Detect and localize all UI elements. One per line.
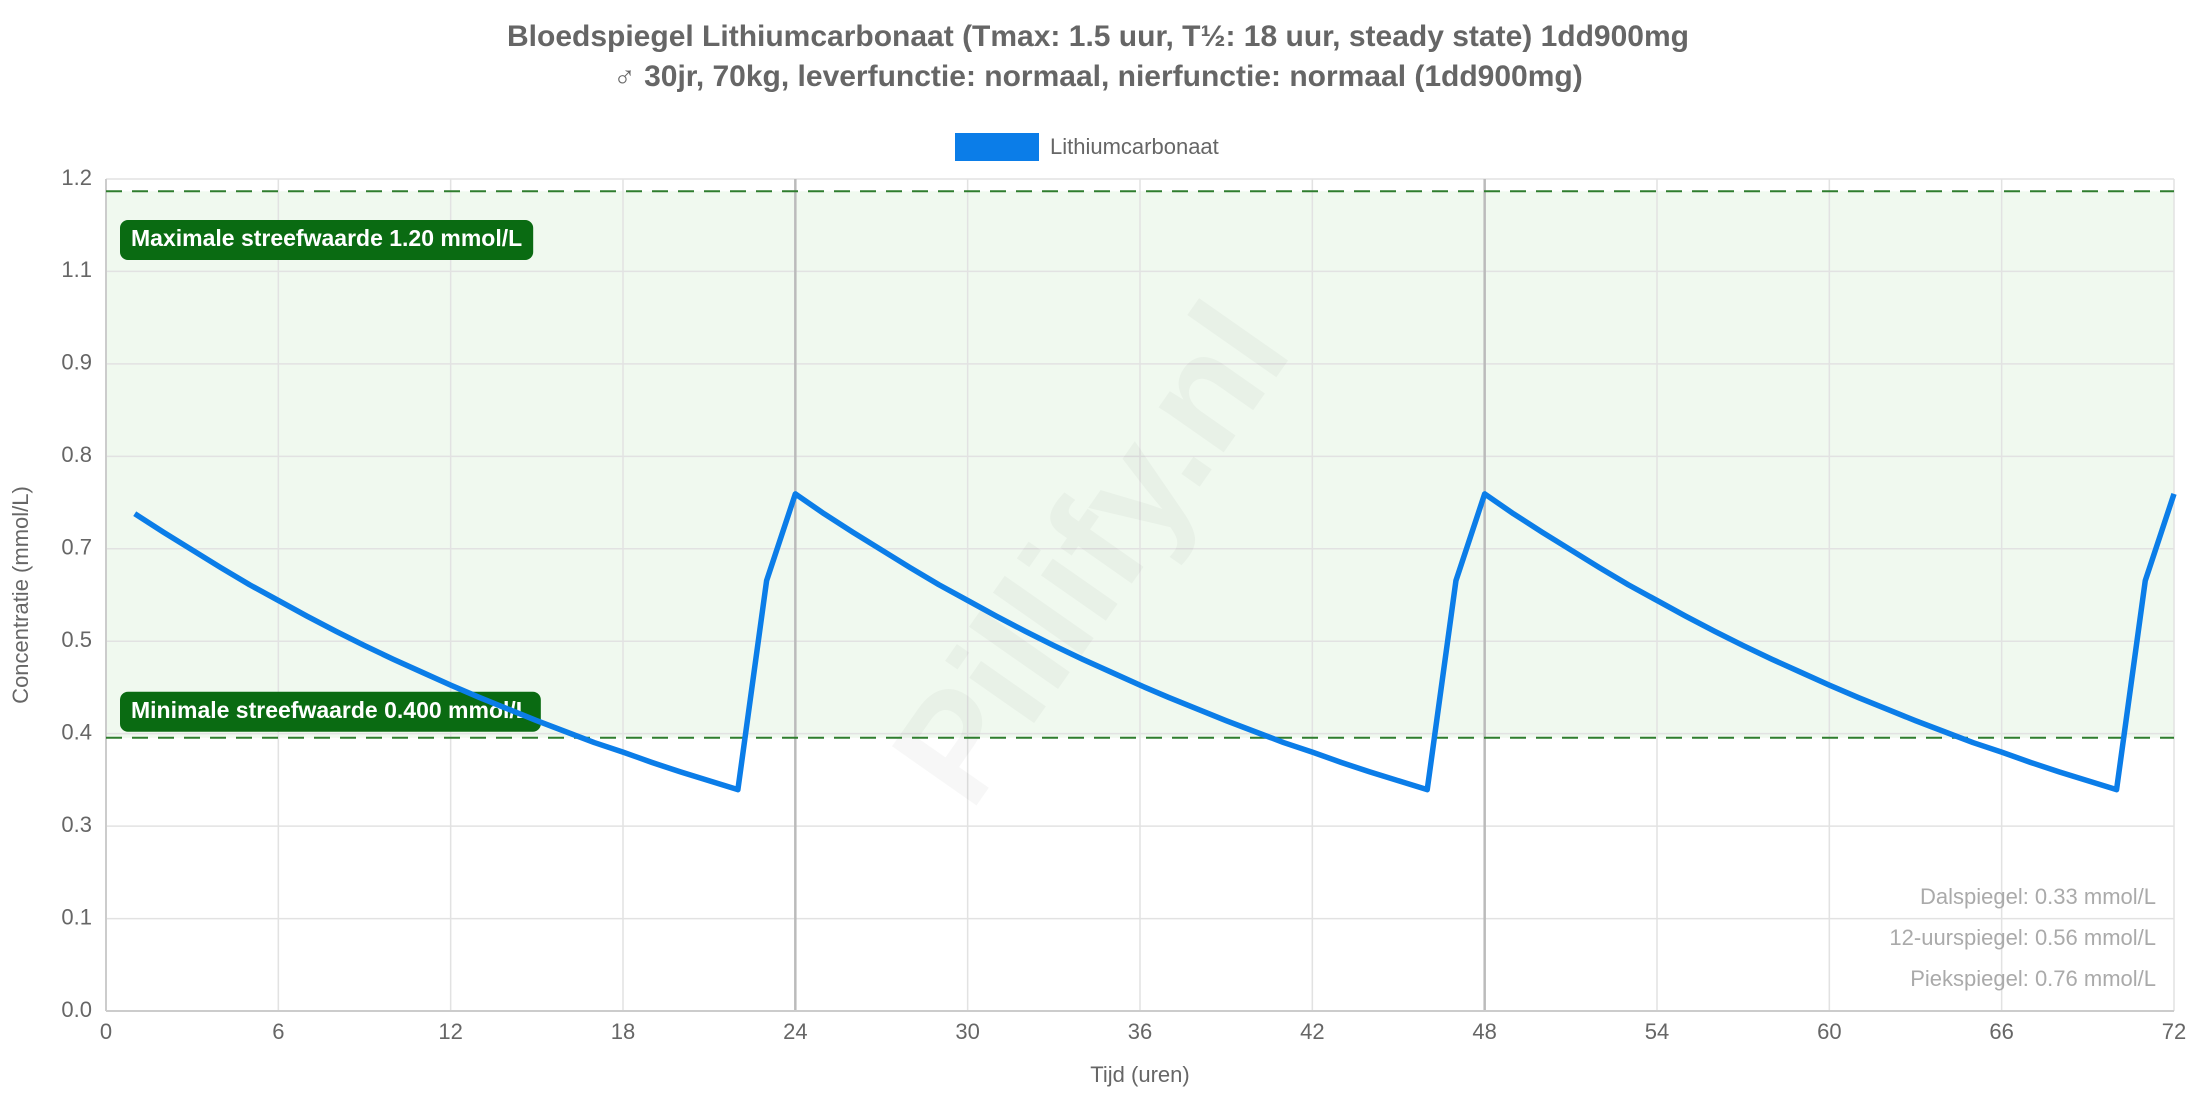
y-tick-label: 0.7	[61, 535, 92, 560]
y-tick-label: 0.1	[61, 904, 92, 929]
y-tick-label: 1.1	[61, 257, 92, 282]
reference-label: Minimale streefwaarde 0.400 mmol/L	[131, 697, 530, 723]
x-tick-label: 60	[1817, 1019, 1841, 1044]
y-tick-label: 0.9	[61, 350, 92, 375]
y-tick-label: 0.4	[61, 719, 92, 744]
x-tick-label: 6	[272, 1019, 284, 1044]
x-tick-label: 24	[783, 1019, 807, 1044]
x-tick-label: 30	[955, 1019, 979, 1044]
y-tick-label: 0.5	[61, 627, 92, 652]
stat-annotation: 12-uurspiegel: 0.56 mmol/L	[1889, 925, 2156, 950]
x-tick-label: 12	[438, 1019, 462, 1044]
x-axis-label: Tijd (uren)	[1090, 1062, 1189, 1087]
stat-annotation: Piekspiegel: 0.76 mmol/L	[1910, 966, 2156, 991]
chart-title: Bloedspiegel Lithiumcarbonaat (Tmax: 1.5…	[507, 20, 1689, 53]
x-tick-label: 66	[1989, 1019, 2013, 1044]
y-axis-label: Concentratie (mmol/L)	[8, 486, 33, 704]
legend-swatch	[955, 133, 1039, 161]
x-tick-label: 48	[1472, 1019, 1496, 1044]
x-tick-label: 36	[1128, 1019, 1152, 1044]
legend-label: Lithiumcarbonaat	[1050, 134, 1219, 159]
series-line	[133, 491, 2177, 793]
stat-annotation: Dalspiegel: 0.33 mmol/L	[1920, 884, 2156, 909]
x-tick-label: 18	[611, 1019, 635, 1044]
reference-label-box	[120, 691, 541, 732]
x-tick-label: 0	[100, 1019, 112, 1044]
x-tick-label: 72	[2162, 1019, 2186, 1044]
y-tick-label: 0.0	[61, 997, 92, 1022]
x-tick-label: 42	[1300, 1019, 1324, 1044]
y-tick-label: 0.8	[61, 442, 92, 467]
reference-label: Maximale streefwaarde 1.20 mmol/L	[131, 225, 522, 251]
y-tick-label: 1.2	[61, 165, 92, 190]
reference-label-box	[120, 220, 534, 260]
y-tick-label: 0.3	[61, 812, 92, 837]
chart-subtitle: ♂ 30jr, 70kg, leverfunctie: normaal, nie…	[613, 60, 1582, 93]
x-tick-label: 54	[1645, 1019, 1669, 1044]
